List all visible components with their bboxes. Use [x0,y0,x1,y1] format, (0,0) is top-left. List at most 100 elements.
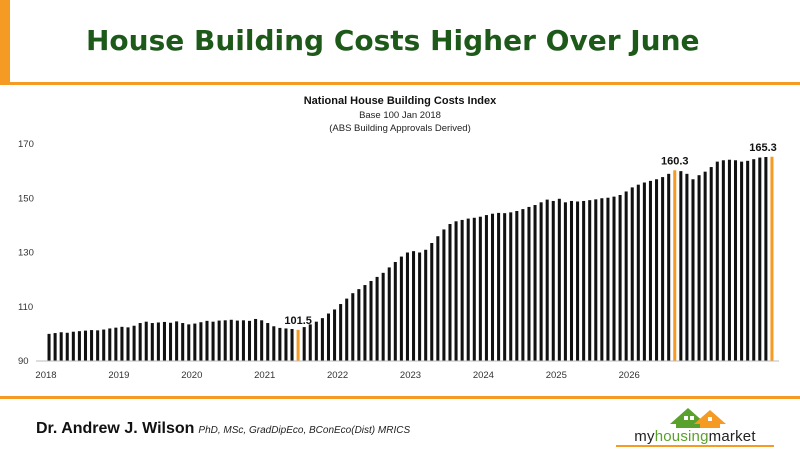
bar [412,251,416,361]
left-accent-bar [0,0,10,84]
bar [478,216,482,361]
bar [515,211,519,361]
header-divider [0,82,800,85]
bar [193,323,197,361]
bar [490,213,495,361]
bar [162,321,166,361]
bar [442,229,446,361]
bar [758,157,762,361]
y-tick-label: 130 [18,248,34,259]
y-axis: 90 110 130 150 170 [18,139,34,367]
x-tick-label: 2019 [108,370,129,381]
bar [393,261,397,361]
bar [691,179,695,361]
bar [169,322,173,361]
bar [606,197,610,361]
bar [254,318,258,361]
footer [0,399,800,454]
bar [187,324,191,361]
bar [150,323,154,361]
bar [582,200,586,361]
bar [108,328,112,361]
bar [266,323,270,361]
y-tick-label: 150 [18,193,34,204]
bar [345,298,349,361]
bar [424,249,428,361]
bar [630,187,634,361]
bar [71,331,75,361]
bar [363,285,367,361]
bar [59,332,63,361]
x-tick-label: 2026 [619,370,640,381]
bar [642,182,646,361]
bar [715,161,719,361]
bar [217,320,221,361]
bar [436,236,440,361]
chart-subtitle-source: (ABS Building Approvals Derived) [329,123,471,134]
bar [47,333,51,362]
bar [636,184,640,361]
page-title: House Building Costs Higher Over June [86,24,700,57]
data-label: 165.3 [749,142,777,154]
bar [284,328,288,361]
bar [509,212,513,361]
bar [53,333,57,361]
chart-title: National House Building Costs Index [304,95,497,107]
bar [460,219,464,361]
bar [326,313,331,361]
data-label: 101.5 [284,315,312,327]
bar [588,200,592,361]
x-tick-label: 2023 [400,370,421,381]
bar [764,157,768,361]
bar [667,173,671,361]
house-roof-icon [670,408,726,428]
bar [278,327,282,361]
bar [430,243,434,361]
bar [727,159,731,361]
bar [314,321,318,361]
bar [260,320,264,361]
bar [175,321,179,361]
x-tick-label: 2018 [35,370,56,381]
x-tick-label: 2020 [181,370,202,381]
bar [132,325,136,361]
bar [594,199,598,361]
bar [624,191,628,361]
bar [539,202,543,361]
bar [545,199,549,361]
bar [752,159,756,361]
bar [290,328,294,361]
logo-underline [616,445,774,447]
bar [96,330,100,361]
bar [746,160,750,361]
bar [551,200,555,361]
bar [497,212,501,361]
bar [661,177,665,361]
bar [612,196,616,361]
bar [648,180,652,361]
bar [77,331,81,361]
bar [533,205,537,361]
bar [181,323,185,361]
bar [302,327,306,361]
bar [405,252,409,361]
bar [569,200,574,361]
bar [375,276,379,361]
myhousingmarket-logo: myhousingmarket [610,402,780,448]
bar [120,326,124,361]
bar [235,320,239,361]
bar [205,320,209,361]
building-costs-chart: National House Building Costs Index Base… [18,95,779,381]
bar [697,175,701,361]
bar [563,202,567,361]
data-label: 160.3 [661,155,689,167]
bar-series [47,156,774,362]
bar [399,256,403,361]
bar [308,324,312,361]
bar [272,326,276,361]
bar [484,215,488,361]
bar [576,201,580,361]
bar [679,171,683,362]
bar [685,173,689,361]
bar [381,272,385,361]
